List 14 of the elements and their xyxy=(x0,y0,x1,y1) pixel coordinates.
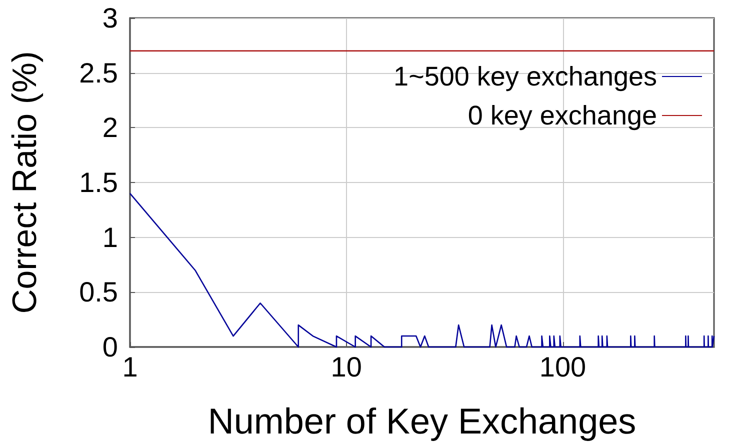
legend-label: 0 key exchange xyxy=(468,100,657,130)
x-tick-label: 100 xyxy=(539,352,586,382)
y-tick-label: 0 xyxy=(102,332,118,362)
legend-label: 1~500 key exchanges xyxy=(394,62,657,92)
y-axis-title: Correct Ratio (%) xyxy=(6,51,44,314)
x-tick-label: 10 xyxy=(330,352,362,382)
x-tick-label: 1 xyxy=(122,352,138,382)
y-tick-label: 0.5 xyxy=(79,276,118,308)
y-tick-label: 1.5 xyxy=(79,167,118,198)
y-tick-label: 1 xyxy=(102,222,118,253)
y-tick-label: 2 xyxy=(102,112,118,144)
y-tick-label: 3 xyxy=(102,2,118,34)
y-tick-label: 2.5 xyxy=(79,57,118,88)
x-axis-title: Number of Key Exchanges xyxy=(208,400,636,442)
